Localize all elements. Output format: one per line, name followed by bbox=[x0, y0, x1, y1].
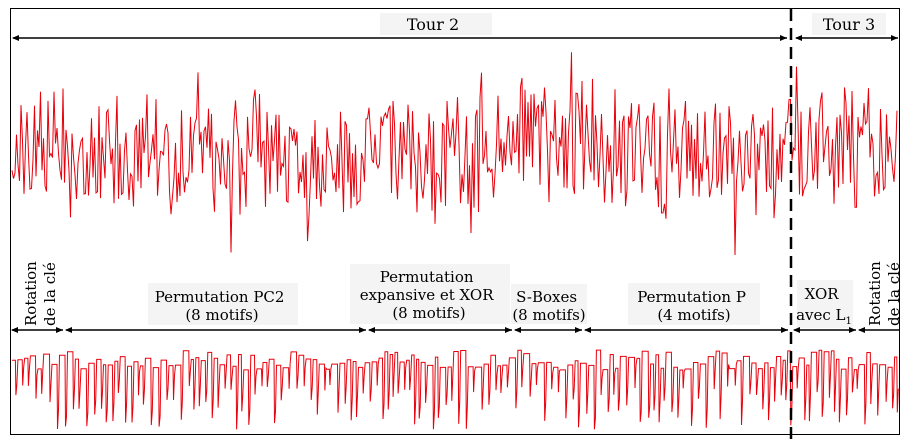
phase-key-rotation-right: Rotation de la clé bbox=[866, 256, 903, 326]
figure-frame bbox=[11, 9, 900, 435]
power-trace-round bbox=[12, 52, 897, 255]
power-trace-detail bbox=[12, 350, 898, 429]
round-2-label: Tour 2 bbox=[407, 15, 459, 34]
phase-sboxes-label: S-Boxes (8 motifs) bbox=[512, 288, 585, 324]
round-3-label: Tour 3 bbox=[823, 15, 875, 34]
xor-subscript: 1 bbox=[846, 316, 852, 327]
phase-key-rotation-left: Rotation de la clé bbox=[22, 256, 59, 326]
